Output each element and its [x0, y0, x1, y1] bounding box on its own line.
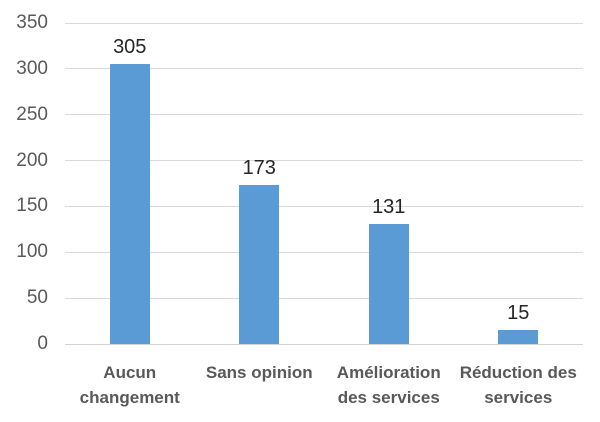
category-label: Amélioration des services [319, 360, 459, 410]
y-tick-label: 200 [16, 149, 48, 171]
y-tick-label: 50 [26, 287, 48, 309]
category-label: Réduction des services [448, 360, 588, 410]
gridline [65, 297, 583, 299]
y-tick-label: 350 [16, 12, 48, 33]
y-tick-label: 150 [16, 195, 48, 217]
value-label: 131 [372, 195, 406, 218]
category-label: Sans opinion [189, 360, 329, 385]
y-tick-label: 100 [16, 241, 48, 263]
gridline [65, 160, 583, 162]
value-label: 305 [113, 36, 147, 59]
gridline [65, 205, 583, 207]
category-label-line: Réduction des [459, 363, 577, 382]
y-tick-label: 0 [37, 333, 48, 354]
y-tick-label: 300 [16, 57, 48, 79]
x-axis-line [65, 343, 583, 345]
gridline [65, 22, 583, 24]
bar-4 [498, 330, 539, 344]
gridline [65, 68, 583, 70]
value-label: 15 [507, 302, 530, 325]
category-label-line: Amélioration [336, 363, 441, 382]
bar-1 [109, 64, 150, 344]
gridline [65, 251, 583, 253]
category-label-line: changement [79, 388, 180, 407]
category-label-line: des services [337, 388, 440, 407]
category-label-line: Sans opinion [205, 363, 313, 382]
category-label-line: services [484, 388, 553, 407]
bar-2 [239, 185, 280, 344]
gridline [65, 114, 583, 116]
category-label: Aucun changement [60, 360, 200, 410]
value-label: 173 [242, 157, 276, 180]
y-tick-label: 250 [16, 103, 48, 125]
category-label-line: Aucun [103, 363, 157, 382]
bar-3 [368, 223, 409, 344]
